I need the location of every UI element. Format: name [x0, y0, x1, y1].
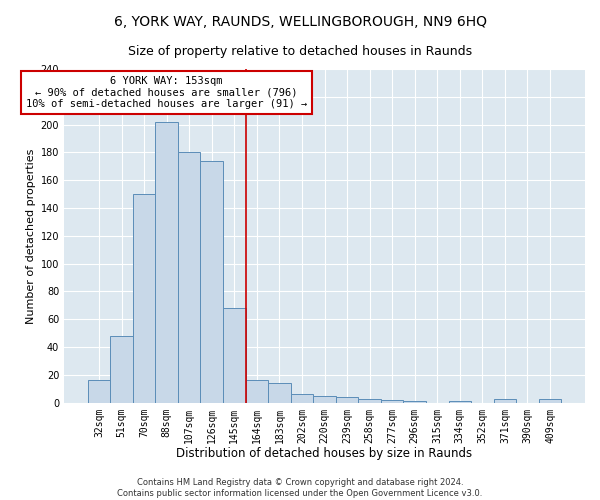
Bar: [381, 400, 403, 402]
Bar: [313, 396, 336, 402]
Bar: [245, 380, 268, 402]
Bar: [358, 398, 381, 402]
X-axis label: Distribution of detached houses by size in Raunds: Distribution of detached houses by size …: [176, 447, 473, 460]
Y-axis label: Number of detached properties: Number of detached properties: [26, 148, 37, 324]
Text: Size of property relative to detached houses in Raunds: Size of property relative to detached ho…: [128, 45, 472, 58]
Bar: [336, 397, 358, 402]
Bar: [110, 336, 133, 402]
Bar: [178, 152, 200, 402]
Text: Contains HM Land Registry data © Crown copyright and database right 2024.
Contai: Contains HM Land Registry data © Crown c…: [118, 478, 482, 498]
Bar: [223, 308, 245, 402]
Bar: [290, 394, 313, 402]
Bar: [268, 384, 290, 402]
Bar: [494, 398, 516, 402]
Bar: [539, 398, 562, 402]
Bar: [200, 161, 223, 402]
Text: 6 YORK WAY: 153sqm
← 90% of detached houses are smaller (796)
10% of semi-detach: 6 YORK WAY: 153sqm ← 90% of detached hou…: [26, 76, 307, 109]
Text: 6, YORK WAY, RAUNDS, WELLINGBOROUGH, NN9 6HQ: 6, YORK WAY, RAUNDS, WELLINGBOROUGH, NN9…: [113, 15, 487, 29]
Bar: [155, 122, 178, 402]
Bar: [88, 380, 110, 402]
Bar: [133, 194, 155, 402]
